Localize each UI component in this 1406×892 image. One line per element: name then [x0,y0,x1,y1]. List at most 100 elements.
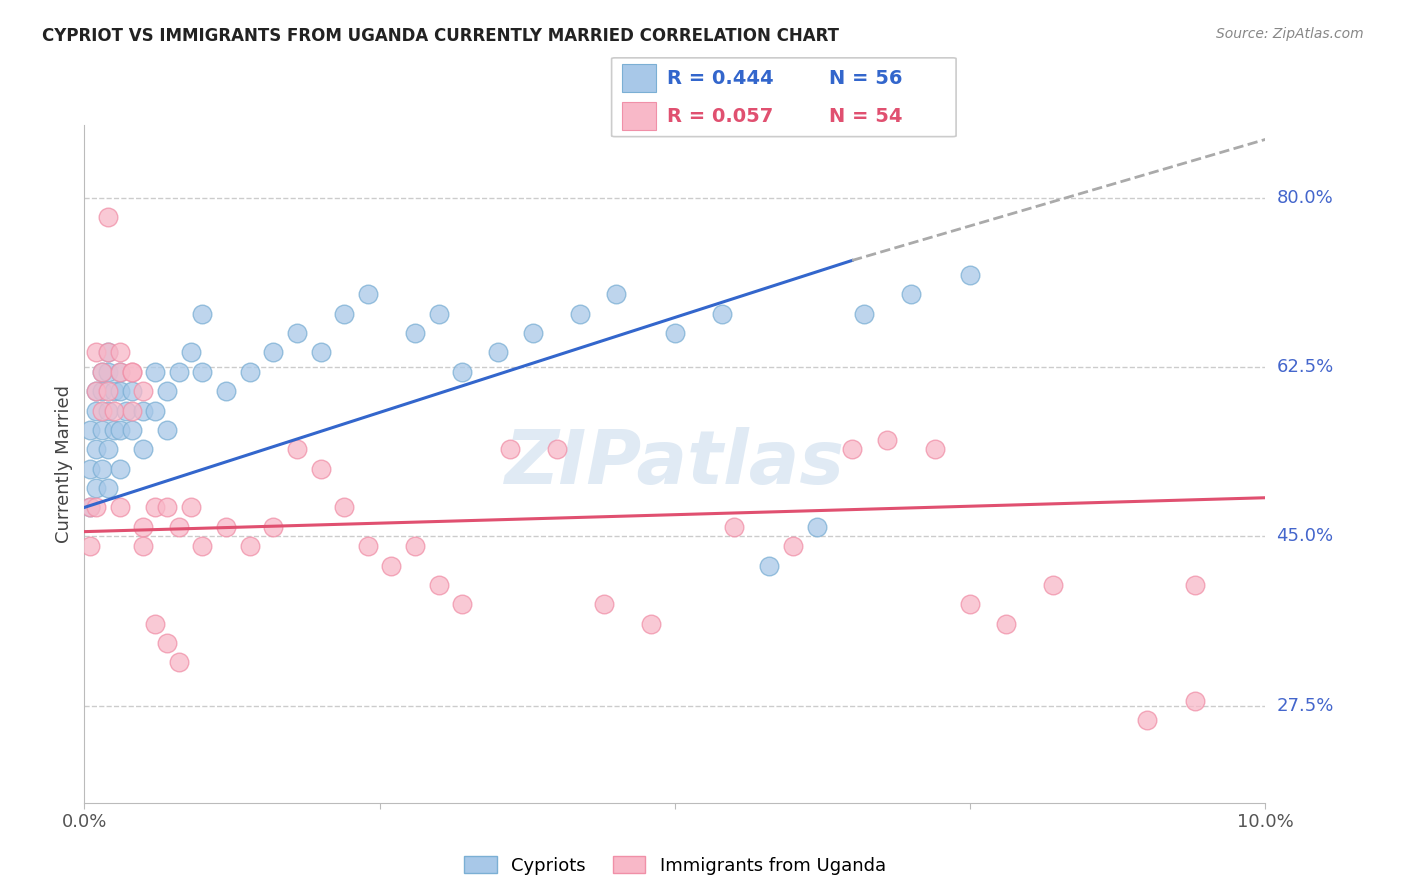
Point [108,365,131,379]
Point [97,345,120,359]
Point [97,481,120,495]
Point [132,520,155,534]
Point [191,539,214,553]
Point [97,210,120,224]
Point [1184,694,1206,708]
Point [91,384,114,399]
Point [121,384,143,399]
Point [132,403,155,417]
Point [852,307,875,321]
Point [309,345,332,359]
Point [84,384,107,399]
Point [605,287,627,301]
Point [91,365,114,379]
Point [876,433,898,447]
Text: 80.0%: 80.0% [1277,188,1333,207]
Point [924,442,946,457]
Point [1136,714,1159,728]
Point [191,307,214,321]
Point [451,365,474,379]
Point [97,442,120,457]
Bar [621,64,657,92]
Point [569,307,592,321]
Point [156,384,179,399]
Point [143,403,166,417]
Point [167,365,190,379]
Point [498,442,520,457]
Point [108,500,131,515]
Point [959,268,981,282]
Point [121,423,143,437]
Point [191,365,214,379]
Point [143,365,166,379]
Point [711,307,734,321]
Point [132,442,155,457]
Point [156,636,179,650]
Point [156,500,179,515]
Text: Source: ZipAtlas.com: Source: ZipAtlas.com [1216,27,1364,41]
Point [522,326,544,340]
Bar [621,103,657,130]
Point [427,307,450,321]
Text: 62.5%: 62.5% [1277,358,1334,376]
Text: N = 56: N = 56 [828,69,903,87]
Point [108,345,131,359]
Point [167,656,190,670]
Point [79,500,101,515]
Point [758,558,780,573]
Point [114,403,136,417]
Point [546,442,568,457]
Point [97,384,120,399]
Text: R = 0.444: R = 0.444 [666,69,773,87]
Point [959,597,981,611]
Point [427,578,450,592]
Point [84,345,107,359]
Text: CYPRIOT VS IMMIGRANTS FROM UGANDA CURRENTLY MARRIED CORRELATION CHART: CYPRIOT VS IMMIGRANTS FROM UGANDA CURREN… [42,27,839,45]
Point [900,287,922,301]
Point [357,287,380,301]
Point [262,520,284,534]
Point [84,442,107,457]
Point [239,365,262,379]
Point [451,597,474,611]
Point [97,403,120,417]
Point [79,539,101,553]
Point [91,423,114,437]
Point [156,423,179,437]
Point [84,481,107,495]
Point [806,520,828,534]
Point [285,442,308,457]
Point [380,558,402,573]
Point [103,384,125,399]
Point [79,500,101,515]
Point [167,520,190,534]
Text: N = 54: N = 54 [828,107,903,126]
Point [91,461,114,475]
Point [486,345,509,359]
Point [97,345,120,359]
Point [84,403,107,417]
Point [79,461,101,475]
Point [97,365,120,379]
Point [841,442,863,457]
Y-axis label: Currently Married: Currently Married [55,384,73,543]
Point [121,403,143,417]
Point [404,326,426,340]
Legend: Cypriots, Immigrants from Uganda: Cypriots, Immigrants from Uganda [457,849,893,882]
Point [91,403,114,417]
Point [262,345,284,359]
Point [404,539,426,553]
FancyBboxPatch shape [612,58,956,136]
Point [1042,578,1064,592]
Point [640,616,662,631]
Point [84,500,107,515]
Point [723,520,745,534]
Point [121,365,143,379]
Point [664,326,686,340]
Point [108,365,131,379]
Point [84,384,107,399]
Text: 45.0%: 45.0% [1277,527,1334,546]
Point [180,500,202,515]
Point [1184,578,1206,592]
Point [357,539,380,553]
